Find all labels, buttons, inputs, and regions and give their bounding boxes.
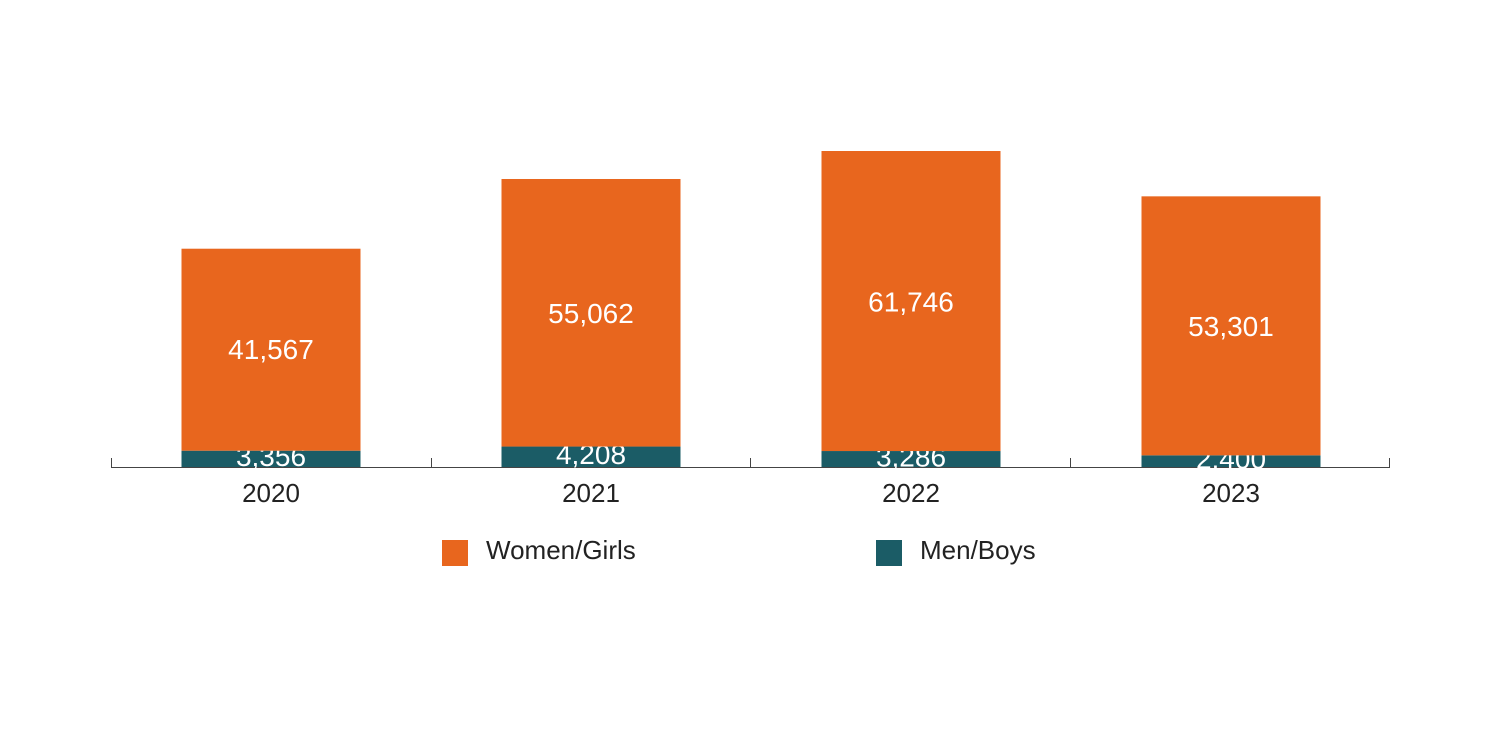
bar-segment	[821, 151, 1001, 452]
bar-segment	[501, 178, 681, 447]
x-tick-label: 2020	[242, 478, 300, 508]
x-tick-label: 2022	[882, 478, 940, 508]
x-tick-label: 2023	[1202, 478, 1260, 508]
data-label: 55,062	[548, 298, 634, 329]
bar-segment	[181, 450, 361, 467]
data-label: 61,746	[868, 286, 954, 317]
bar-segment	[1141, 196, 1321, 456]
data-label: 41,567	[228, 334, 314, 365]
bar-segment	[181, 248, 361, 451]
x-tick-label: 2021	[562, 478, 620, 508]
data-label: 53,301	[1188, 311, 1274, 342]
legend-label: Women/Girls	[486, 535, 636, 565]
bar-segment	[501, 446, 681, 467]
bar-segment	[821, 451, 1001, 467]
legend-swatch	[876, 540, 902, 566]
legend-swatch	[442, 540, 468, 566]
legend-label: Men/Boys	[920, 535, 1036, 565]
bar-segment	[1141, 455, 1321, 467]
